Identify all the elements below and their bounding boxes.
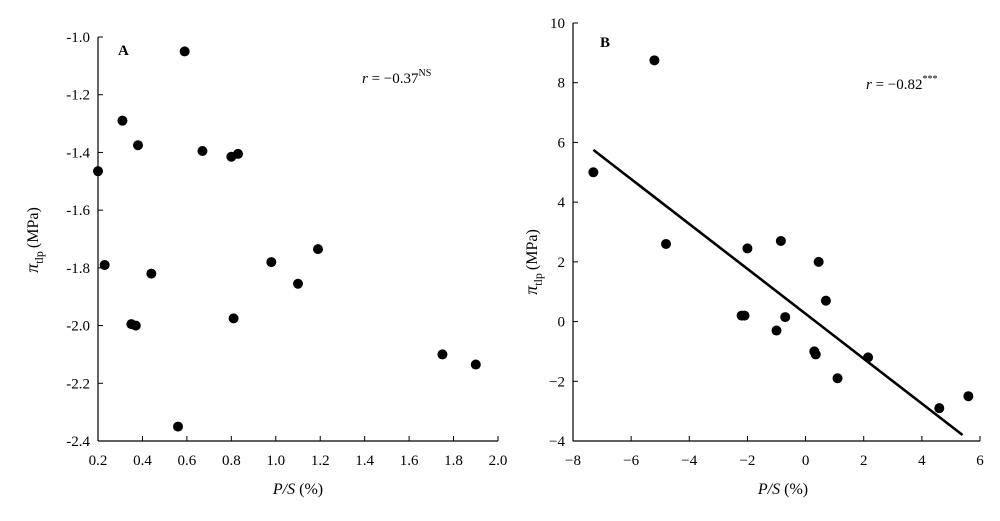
- y-tick-label: 0: [558, 315, 566, 331]
- data-point: [99, 259, 110, 270]
- x-tick-label: −4: [681, 453, 697, 469]
- data-point: [130, 320, 141, 331]
- y-tick-label: 10: [550, 16, 565, 32]
- x-axis-label: P/S (%): [272, 481, 323, 498]
- y-tick-label: -2.4: [66, 434, 90, 450]
- x-tick-label: 1.0: [266, 453, 285, 469]
- x-tick-label: −6: [623, 453, 639, 469]
- y-tick-label: -1.8: [66, 261, 90, 277]
- x-tick-label: 0.8: [222, 453, 241, 469]
- y-tick-label: −2: [549, 374, 565, 390]
- y-tick-label: 2: [558, 255, 566, 271]
- data-point: [197, 145, 208, 156]
- y-axis-label: πtlp(MPa): [22, 207, 46, 273]
- data-point: [266, 257, 277, 268]
- data-point: [133, 140, 143, 151]
- data-point: [963, 391, 974, 402]
- data-point: [739, 310, 750, 321]
- y-tick-label: -2.0: [66, 319, 90, 335]
- data-point: [771, 325, 782, 336]
- x-tick-label: 0.2: [89, 453, 108, 469]
- data-point: [313, 244, 323, 255]
- data-point: [117, 115, 128, 126]
- y-tick-label: 6: [558, 135, 566, 151]
- x-tick-label: 2.0: [489, 453, 508, 469]
- panel-a: 0.2 0.4 0.6 0.8 1.0 1.2 1.4 1.6 1.8 2.0 -2.4 -2.2 -2…: [22, 30, 507, 498]
- panel-b: −8 −6 −4 −2 0 2 4 6 −4 −2 0 2 4 6 8 10 Br = −0.82*** P/S …: [521, 16, 984, 498]
- r-symbol: r: [362, 71, 368, 87]
- panel-label: B: [600, 35, 610, 51]
- x-tick-label: −8: [565, 453, 581, 469]
- data-point: [470, 359, 481, 370]
- data-point: [588, 167, 599, 178]
- data-point: [293, 278, 303, 289]
- x-tick-label: 6: [976, 453, 984, 469]
- correlation-annotation: r = −0.37NS: [362, 68, 431, 87]
- x-tick-label: 0.6: [178, 453, 197, 469]
- y-tick-label: 8: [558, 76, 566, 92]
- data-point: [146, 268, 157, 279]
- data-point: [173, 421, 183, 432]
- data-point: [437, 349, 448, 360]
- x-tick-label: 1.8: [444, 453, 463, 469]
- y-tick-label: −4: [549, 434, 565, 450]
- y-tick-label: -1.0: [66, 30, 90, 46]
- data-point: [661, 238, 672, 249]
- y-tick-label: -2.2: [66, 376, 90, 392]
- x-tick-label: 4: [918, 453, 926, 469]
- r-value: = −0.37: [368, 71, 419, 87]
- x-tick-label: 1.6: [400, 453, 419, 469]
- x-tick-label: 2: [860, 453, 868, 469]
- data-point: [810, 349, 821, 360]
- data-point: [742, 243, 753, 254]
- data-point: [820, 295, 831, 306]
- y-axis-label: πtlp(MPa): [521, 229, 545, 295]
- r-symbol: r: [866, 77, 872, 93]
- y-tick-label: -1.2: [66, 88, 90, 104]
- data-point: [228, 313, 239, 324]
- x-tick-label: 1.2: [311, 453, 330, 469]
- y-tick-label: 4: [558, 195, 566, 211]
- panel-label: A: [118, 43, 129, 59]
- regression-line: [592, 148, 964, 437]
- x-tick-label: 0: [802, 453, 810, 469]
- data-point: [813, 256, 824, 267]
- significance-mark: ***: [923, 74, 938, 85]
- data-point: [649, 55, 660, 66]
- r-value: = −0.82: [872, 77, 923, 93]
- data-point: [775, 235, 786, 246]
- data-point: [93, 166, 103, 177]
- y-tick-label: -1.4: [66, 145, 90, 161]
- x-tick-label: 1.4: [355, 453, 374, 469]
- data-point: [179, 46, 190, 57]
- data-point: [863, 352, 874, 363]
- x-axis-label: P/S (%): [757, 481, 808, 498]
- data-point: [934, 403, 945, 414]
- significance-mark: NS: [419, 68, 432, 79]
- x-tick-label: 0.4: [133, 453, 152, 469]
- correlation-annotation: r = −0.82***: [866, 74, 938, 93]
- data-point: [233, 148, 243, 159]
- x-tick-label: −2: [739, 453, 755, 469]
- y-tick-label: -1.6: [66, 203, 90, 219]
- data-point: [832, 373, 843, 384]
- data-point: [780, 312, 791, 323]
